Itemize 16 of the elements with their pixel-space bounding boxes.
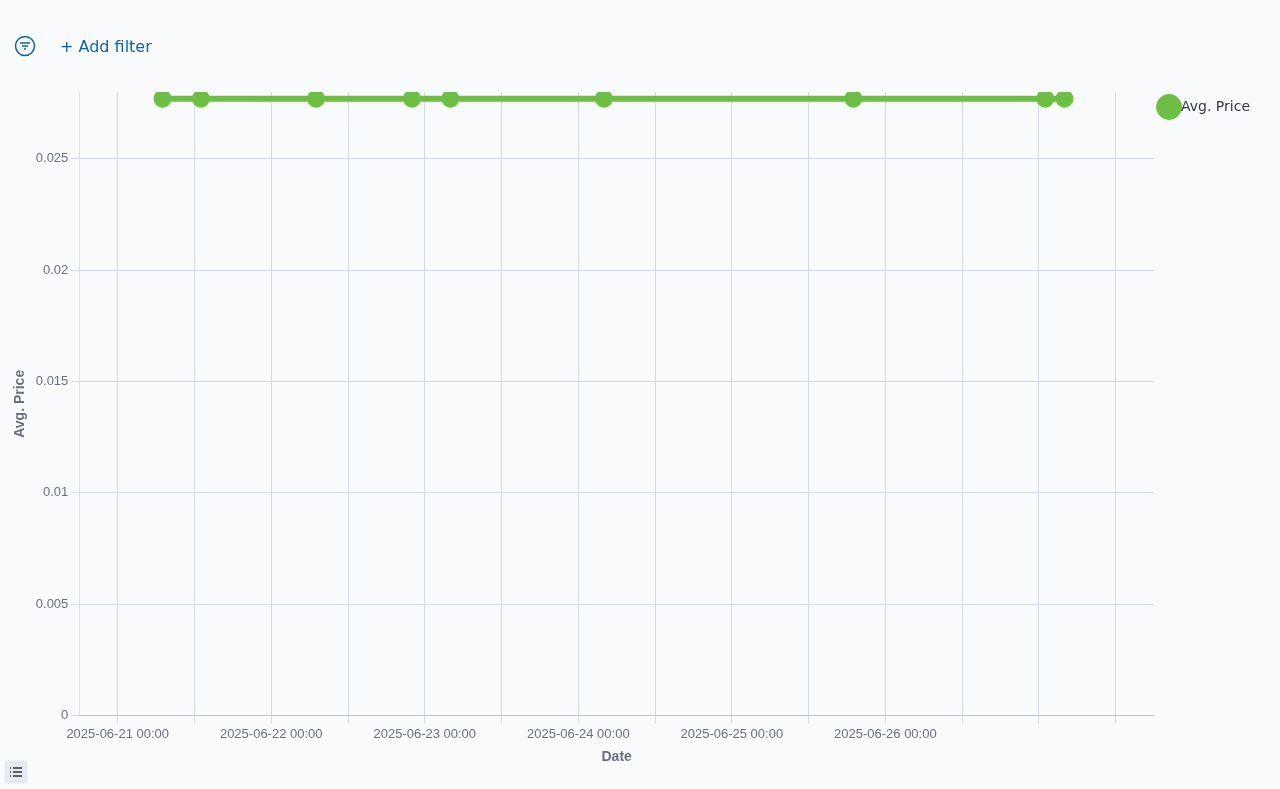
- y-tick-label: 0: [61, 707, 69, 723]
- x-tick-label: 2025-06-22 00:00: [219, 725, 323, 741]
- y-tick-label: 0.01: [43, 484, 69, 500]
- x-tick-label: 2025-06-21 00:00: [66, 725, 170, 741]
- y-axis-title: Avg. Price: [11, 369, 28, 438]
- x-tick-label: 2025-06-26 00:00: [834, 725, 937, 741]
- x-axis-title: Date: [601, 748, 633, 765]
- x-tick-label: 2025-06-24 00:00: [526, 725, 630, 741]
- text: + Add filter: [60, 36, 152, 56]
- x-tick-label: 2025-06-25 00:00: [680, 725, 784, 741]
- y-tick-label: 0.02: [43, 261, 69, 277]
- y-tick-label: 0.005: [35, 595, 69, 611]
- x-tick-label: 2025-06-23 00:00: [373, 725, 477, 741]
- legend-label: Avg. Price: [1181, 97, 1250, 114]
- y-tick-label: 0.025: [35, 150, 69, 166]
- y-tick-label: 0.015: [35, 373, 69, 389]
